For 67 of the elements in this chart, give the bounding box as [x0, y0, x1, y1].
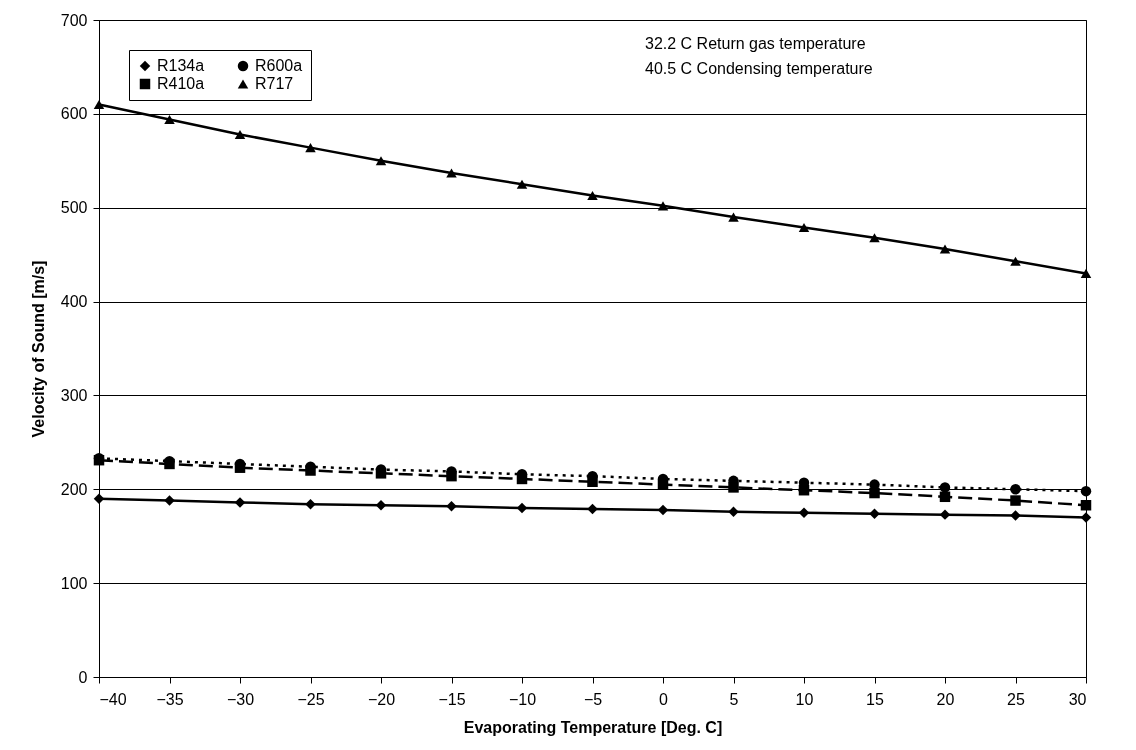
point [798, 507, 810, 518]
legend-label: R600a [255, 57, 303, 74]
point [728, 506, 739, 518]
x-tick-label: 10 [795, 690, 814, 708]
point [939, 244, 951, 254]
y-tick-label: 100 [60, 574, 88, 592]
y-tick-label: 500 [60, 199, 88, 217]
point [375, 156, 387, 166]
point [939, 509, 951, 520]
point [164, 495, 175, 506]
x-tick-label: 5 [729, 690, 739, 708]
point [234, 129, 246, 140]
point [446, 168, 457, 178]
point [1010, 510, 1021, 521]
x-tick-label: 0 [659, 690, 669, 708]
point [869, 233, 880, 243]
y-tick-label: 200 [60, 480, 88, 498]
legend-label: R717 [255, 75, 294, 92]
point [234, 497, 246, 508]
annotation: 32.2 C Return gas temperature [645, 35, 866, 52]
point [798, 222, 810, 232]
point [728, 212, 739, 222]
point [375, 500, 387, 511]
point [93, 99, 105, 110]
y-tick-label: 600 [60, 105, 88, 123]
point [1010, 256, 1021, 266]
x-axis-title: Evaporating Temperature [Deg. C] [463, 718, 723, 736]
x-tick-label: −25 [297, 690, 325, 708]
point [93, 493, 105, 504]
point [516, 179, 528, 189]
x-tick-label: −30 [226, 690, 255, 708]
point [1080, 268, 1092, 278]
x-tick-label: −40 [99, 690, 127, 708]
point [869, 487, 880, 499]
x-tick-label: −15 [438, 690, 466, 708]
x-tick-label: 20 [936, 690, 955, 708]
point [657, 201, 669, 211]
annotation: 40.5 C Condensing temperature [645, 60, 873, 77]
legend-label: R410a [157, 75, 205, 92]
point [869, 508, 880, 519]
legend-label: R134a [157, 57, 205, 74]
point [939, 482, 951, 493]
point [305, 499, 316, 510]
x-tick-label: −35 [156, 690, 184, 708]
x-tick-label: 30 [1068, 690, 1087, 708]
point [516, 502, 528, 514]
x-tick-label: 15 [866, 690, 884, 708]
point [1080, 512, 1092, 523]
x-tick-label: −20 [367, 690, 396, 708]
x-tick-label: 25 [1007, 690, 1025, 708]
y-axis-title: Velocity of Sound [m/s] [29, 260, 47, 438]
point [1080, 485, 1092, 497]
y-tick-label: 0 [78, 668, 88, 686]
point [446, 500, 457, 512]
point [305, 143, 316, 153]
y-tick-label: 700 [60, 11, 88, 29]
point [1010, 495, 1021, 506]
point [1080, 500, 1092, 511]
point [657, 504, 669, 516]
y-tick-label: 300 [60, 386, 88, 404]
point [1010, 484, 1021, 495]
x-tick-label: −5 [583, 690, 603, 708]
point [587, 190, 598, 201]
x-tick-label: −10 [508, 690, 537, 708]
y-tick-label: 400 [60, 293, 88, 311]
point [164, 114, 175, 125]
point [587, 503, 598, 515]
